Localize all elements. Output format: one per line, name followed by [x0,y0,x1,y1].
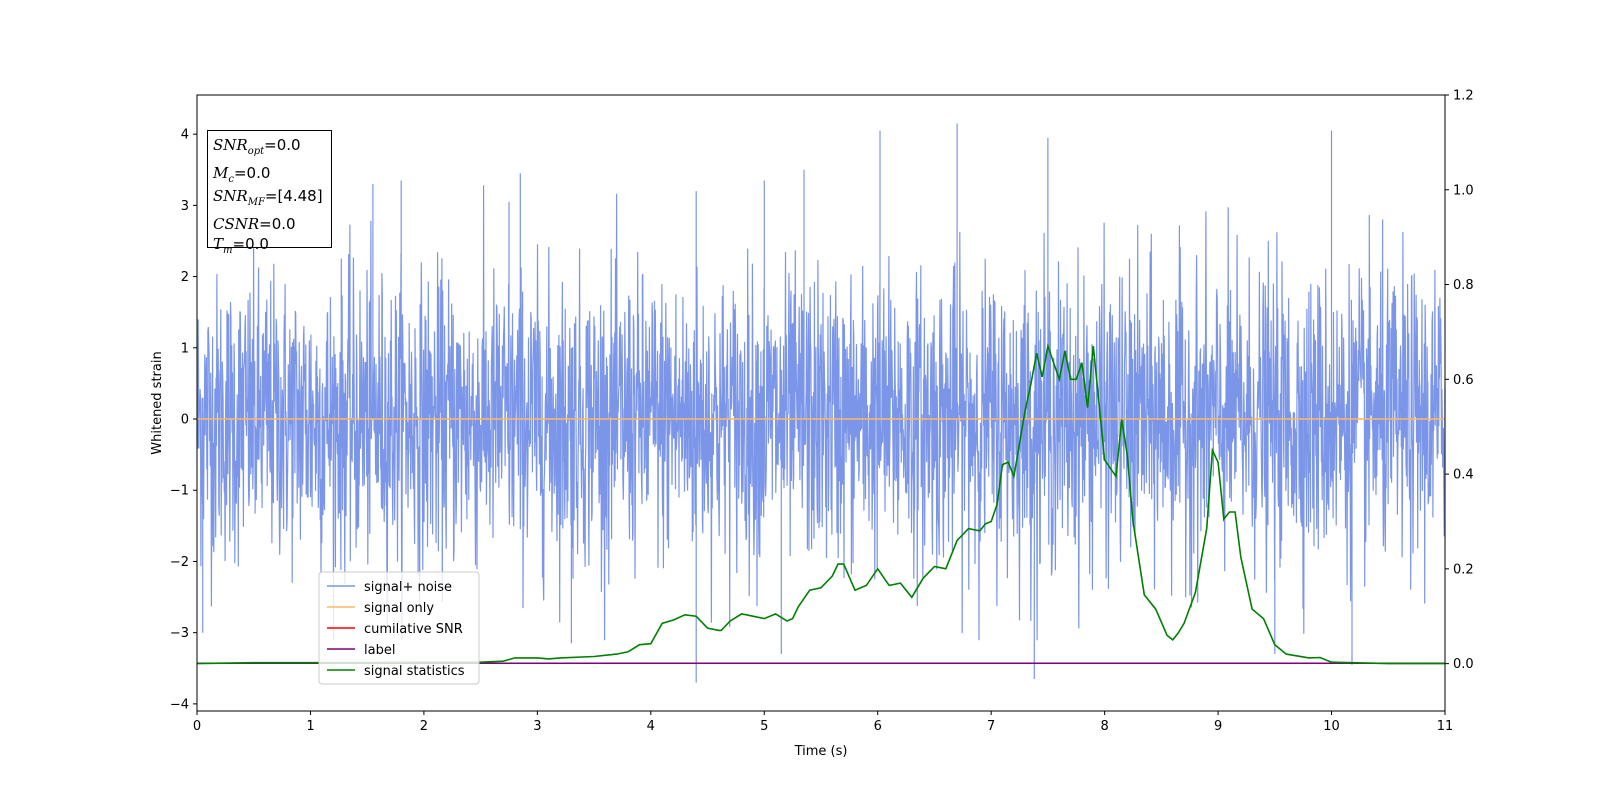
snr-opt-label: SNR [213,136,248,154]
plot-frame [196,94,1446,712]
axes-layer: 0 1 2 3 4 5 6 7 8 9 10 11 −4 −3 −2 −1 0 1 2 3 4 0.0 0.2 0.4 0.6 0… [170,89,1474,735]
legend-label-signal-only: signal only [364,601,434,616]
y2-tick-label: 0.0 [1453,657,1474,672]
csnr-line: CSNR=0.0 [213,214,331,235]
y2-tick-label: 0.2 [1453,562,1474,577]
y2-tick-label: 1.2 [1453,89,1474,104]
tm-subscript: m [223,245,233,256]
x-tick-label: 5 [760,719,768,734]
mc-label: M [213,163,229,182]
mc-subscript: c [228,173,234,185]
y2-tick-label: 0.6 [1453,373,1474,388]
x-tick-label: 8 [1100,719,1108,734]
snr-opt-subscript: opt [247,146,265,157]
snr-mf-line: SNRMF=[4.48] [213,186,331,214]
series-signal-noise [196,123,1446,683]
snr-opt-line: SNRopt=0.0 [213,135,331,163]
y-tick-label: −2 [170,555,189,570]
csnr-value: =0.0 [259,214,296,233]
noise-series-layer [196,123,1446,683]
x-tick-label: 11 [1437,719,1454,734]
legend: signal+ noise signal only cumilative SNR… [318,571,480,685]
x-tick-label: 6 [874,719,882,734]
x-axis-label: Time (s) [794,744,848,759]
tm-line: Tm=0.0 [213,234,331,262]
x-tick-label: 7 [987,719,995,734]
mc-line: Mc=0.0 [213,163,331,191]
x-tick-label: 1 [306,719,314,734]
mc-value: =0.0 [233,163,271,182]
legend-label-signal-noise: signal+ noise [364,580,452,595]
legend-box [318,571,480,685]
snr-mf-label: SNR [213,187,248,205]
y-tick-label: −1 [170,484,189,499]
y-tick-label: −4 [170,697,189,712]
tm-label: T [213,235,224,253]
csnr-label: CSNR [213,214,260,233]
snr-mf-value: =[4.48] [264,187,323,205]
x-tick-label: 10 [1323,719,1340,734]
y-tick-label: 3 [181,199,189,214]
x-tick-label: 3 [533,719,541,734]
x-tick-label: 2 [420,719,428,734]
snr-opt-value: =0.0 [264,136,301,154]
y2-tick-label: 0.4 [1453,468,1474,483]
series-signal-statistics [196,342,1445,665]
x-tick-label: 0 [193,719,201,734]
y-tick-label: −3 [170,626,189,641]
legend-label-cumulative-snr: cumilative SNR [364,622,463,637]
y-tick-label: 0 [181,413,189,428]
y-axis-label: Whitened strain [150,351,165,454]
snr-mf-subscript: MF [247,197,265,208]
info-box: SNRopt=0.0 Mc=0.0 SNRMF=[4.48] CSNR=0.0 … [207,130,332,256]
legend-label-label: label [364,643,395,658]
y-tick-label: 1 [181,341,189,356]
y2-tick-label: 1.0 [1453,183,1474,198]
legend-label-signal-statistics: signal statistics [364,664,465,679]
y2-tick-label: 0.8 [1453,278,1474,293]
tm-value: =0.0 [232,235,269,253]
x-tick-label: 4 [647,719,655,734]
y-tick-label: 4 [181,128,189,143]
y-tick-label: 2 [181,270,189,285]
x-tick-label: 9 [1214,719,1222,734]
